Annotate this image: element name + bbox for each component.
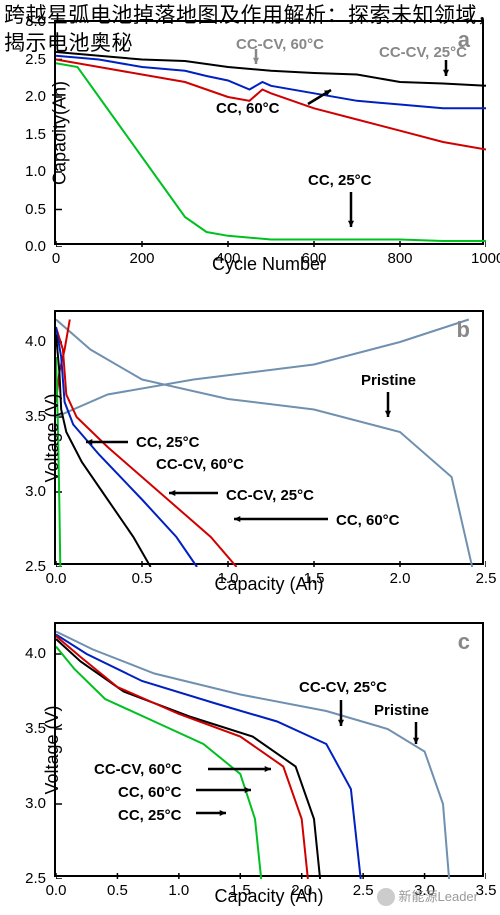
x-tick: 200 — [127, 250, 157, 267]
chart-panel-b: 0.00.51.01.52.02.52.53.03.54.0PristineCC… — [54, 310, 484, 565]
series-annotation: CC-CV, 25°C — [299, 679, 387, 696]
data-series — [56, 639, 320, 879]
panel-letter: c — [458, 629, 470, 655]
y-tick: 1.0 — [25, 163, 46, 180]
series-annotation: Pristine — [361, 372, 416, 389]
x-tick: 2.0 — [385, 570, 415, 587]
series-annotation: CC-CV, 25°C — [226, 487, 314, 504]
y-tick: 2.5 — [25, 558, 46, 575]
series-annotation: CC-CV, 60°C — [94, 761, 182, 778]
overlay-title: 跨越星弧电池掉落地图及作用解析：探索未知领域，揭示电池奥秘 — [4, 2, 500, 59]
series-annotation: CC, 60°C — [216, 100, 280, 117]
y-axis-label: Voltage (V) — [42, 393, 63, 482]
y-axis-label: Capacity(Ah) — [50, 80, 71, 184]
x-axis-label: Capacity (Ah) — [214, 886, 323, 907]
plot-svg — [56, 312, 486, 567]
y-tick: 3.0 — [25, 795, 46, 812]
y-tick: 0.0 — [25, 238, 46, 255]
plot-svg — [56, 624, 486, 879]
x-tick: 0.5 — [127, 570, 157, 587]
series-annotation: CC-CV, 60°C — [156, 456, 244, 473]
y-axis-label: Voltage (V) — [42, 705, 63, 794]
series-annotation: CC, 25°C — [308, 172, 372, 189]
data-series — [56, 636, 308, 879]
x-tick: 1.0 — [164, 882, 194, 899]
series-annotation: CC, 25°C — [118, 807, 182, 824]
x-tick: 2.5 — [348, 882, 378, 899]
series-annotation: Pristine — [374, 702, 429, 719]
y-tick: 1.5 — [25, 126, 46, 143]
series-annotation: CC, 60°C — [336, 512, 400, 529]
panel-letter: b — [457, 317, 470, 343]
y-tick: 3.0 — [25, 483, 46, 500]
x-axis-label: Cycle Number — [212, 254, 326, 275]
y-tick: 2.5 — [25, 870, 46, 887]
series-annotation: CC, 60°C — [118, 784, 182, 801]
y-tick: 0.5 — [25, 201, 46, 218]
x-tick: 800 — [385, 250, 415, 267]
series-annotation: CC, 25°C — [136, 434, 200, 451]
y-tick: 4.0 — [25, 645, 46, 662]
y-tick: 4.0 — [25, 333, 46, 350]
x-tick: 2.5 — [471, 570, 500, 587]
data-series — [56, 635, 361, 880]
watermark: 新能源Leader — [377, 886, 478, 907]
wechat-icon — [377, 888, 395, 906]
y-tick: 2.0 — [25, 88, 46, 105]
x-tick: 1000 — [471, 250, 500, 267]
x-axis-label: Capacity (Ah) — [214, 574, 323, 595]
x-tick: 0.5 — [102, 882, 132, 899]
chart-panel-c: 0.00.51.01.52.02.53.03.52.53.03.54.0CC-C… — [54, 622, 484, 877]
data-series — [56, 63, 486, 241]
